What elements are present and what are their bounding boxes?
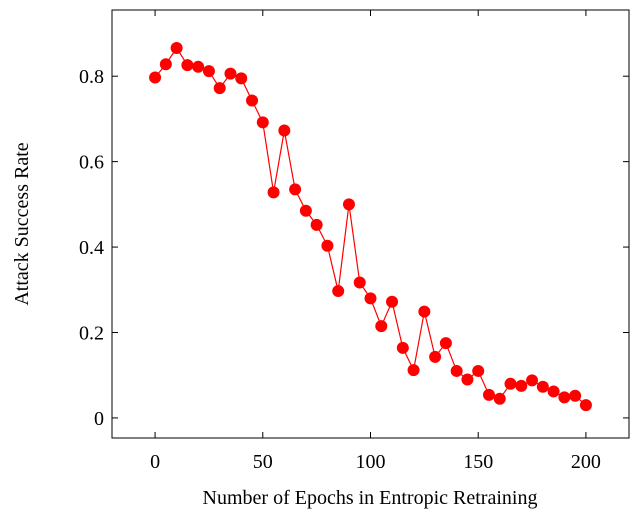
data-point xyxy=(558,391,571,404)
data-point xyxy=(461,373,474,386)
data-point xyxy=(267,186,280,199)
data-point xyxy=(439,337,452,350)
data-point xyxy=(170,42,183,55)
data-point xyxy=(278,124,291,137)
x-tick-label: 0 xyxy=(150,451,160,473)
data-point xyxy=(299,204,312,217)
y-tick-label: 0.8 xyxy=(79,66,104,88)
data-point xyxy=(482,388,495,401)
data-point xyxy=(450,364,463,377)
series-layer xyxy=(149,42,592,412)
data-point xyxy=(504,377,517,390)
x-tick-label: 150 xyxy=(463,451,493,473)
data-point xyxy=(224,67,237,80)
data-point xyxy=(213,82,226,95)
data-point xyxy=(192,60,205,73)
data-point xyxy=(375,320,388,333)
data-point xyxy=(429,350,442,363)
data-point xyxy=(579,399,592,412)
data-point xyxy=(289,183,302,196)
data-point xyxy=(256,116,269,129)
data-point xyxy=(472,364,485,377)
x-tick-label: 100 xyxy=(356,451,386,473)
y-tick-label: 0.6 xyxy=(79,152,104,174)
data-point xyxy=(386,295,399,308)
data-point xyxy=(310,218,323,231)
data-point xyxy=(515,379,528,392)
data-point xyxy=(364,292,377,305)
y-axis-label: Attack Success Rate xyxy=(11,142,33,305)
plot-frame xyxy=(111,9,630,439)
data-point xyxy=(418,305,431,318)
y-tick-label: 0.2 xyxy=(79,322,104,344)
data-point xyxy=(569,389,582,402)
data-point xyxy=(493,392,506,405)
data-point xyxy=(235,72,248,85)
y-axis-ticks: 0 0.2 0.4 0.6 0.8 xyxy=(79,66,629,430)
x-axis-ticks: 0 50 100 150 200 xyxy=(150,10,601,473)
data-point xyxy=(181,59,194,72)
x-axis-label: Number of Epochs in Entropic Retraining xyxy=(203,487,538,509)
y-tick-label: 0.4 xyxy=(79,237,104,259)
data-point xyxy=(321,239,334,252)
x-tick-label: 50 xyxy=(253,451,273,473)
series-line xyxy=(154,46,587,406)
data-point xyxy=(246,94,259,107)
data-point xyxy=(547,385,560,398)
data-point xyxy=(526,374,539,387)
data-point xyxy=(342,198,355,211)
data-point xyxy=(536,380,549,393)
data-point xyxy=(407,364,420,377)
data-point xyxy=(332,285,345,298)
y-tick-label: 0 xyxy=(94,408,104,430)
data-point xyxy=(159,58,172,71)
x-tick-label: 200 xyxy=(571,451,601,473)
data-point xyxy=(396,341,409,354)
data-point xyxy=(202,65,215,78)
data-point xyxy=(353,276,366,289)
data-point xyxy=(149,71,162,84)
